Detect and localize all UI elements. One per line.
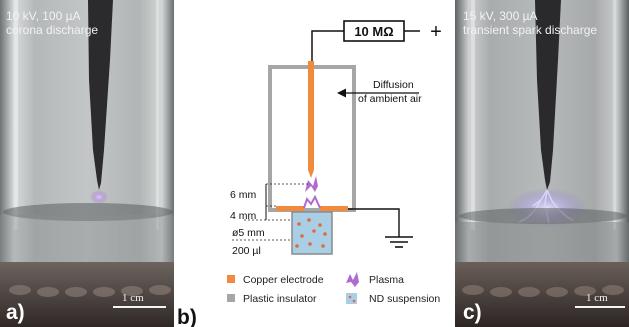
legend-plasma-label: Plasma: [369, 274, 404, 286]
legend: Copper electrode Plastic insulator Plasm…: [227, 272, 440, 305]
plasma-glow: [305, 176, 318, 192]
legend-nd-swatch: [346, 293, 357, 304]
experimental-setup-schematic: 10 MΩ + Diffusion of ambient air: [177, 20, 442, 327]
photo-a-image: [0, 0, 174, 327]
dimension-guides: [232, 183, 310, 241]
diffusion-label-line2: of ambient air: [358, 93, 422, 105]
legend-plasma-swatch: [346, 272, 359, 287]
panel-c-condition: 15 kV, 300 µA: [463, 9, 538, 23]
resistor-label: 10 MΩ: [354, 24, 393, 39]
ground-electrode-right: [320, 206, 348, 211]
photo-corona-discharge: 10 kV, 100 µA corona discharge a) 1 cm: [0, 0, 174, 327]
nd-suspension-vessel: [291, 211, 333, 255]
plasma-discharge-gap: [303, 194, 321, 209]
wire-to-resistor: [311, 30, 344, 61]
panel-a-scale-bar: [113, 306, 166, 308]
legend-nd-label: ND suspension: [369, 293, 440, 305]
legend-copper-label: Copper electrode: [243, 274, 324, 286]
dimension-diameter: ø5 mm: [232, 227, 265, 239]
ground-wire: [348, 208, 400, 237]
photo-c-image: [455, 0, 629, 327]
panel-a-scale-label: 1 cm: [122, 292, 144, 304]
diffusion-label-line1: Diffusion: [373, 79, 414, 91]
supply-plus-sign: +: [430, 21, 442, 43]
panel-a-mode: corona discharge: [6, 23, 99, 37]
needle-tip: [308, 170, 314, 178]
photo-transient-spark: 15 kV, 300 µA transient spark discharge …: [455, 0, 629, 327]
dimension-volume: 200 µl: [232, 245, 261, 257]
copper-needle-electrode: [308, 61, 314, 170]
legend-copper-swatch: [227, 275, 235, 283]
legend-plastic-label: Plastic insulator: [243, 293, 317, 305]
dimension-gap: 6 mm: [230, 189, 257, 201]
panel-b-letter: b): [177, 306, 197, 327]
ground-symbol: [385, 236, 413, 248]
panel-c-mode: transient spark discharge: [463, 23, 598, 37]
panel-c-scale-label: 1 cm: [586, 292, 608, 304]
panel-a-letter: a): [6, 301, 25, 324]
dimension-depth: 4 mm: [230, 210, 257, 222]
panel-a-condition: 10 kV, 100 µA: [6, 9, 81, 23]
legend-plastic-swatch: [227, 294, 235, 302]
panel-c-scale-bar: [575, 306, 625, 308]
panel-c-letter: c): [463, 301, 482, 324]
ground-electrode-left: [276, 206, 304, 211]
